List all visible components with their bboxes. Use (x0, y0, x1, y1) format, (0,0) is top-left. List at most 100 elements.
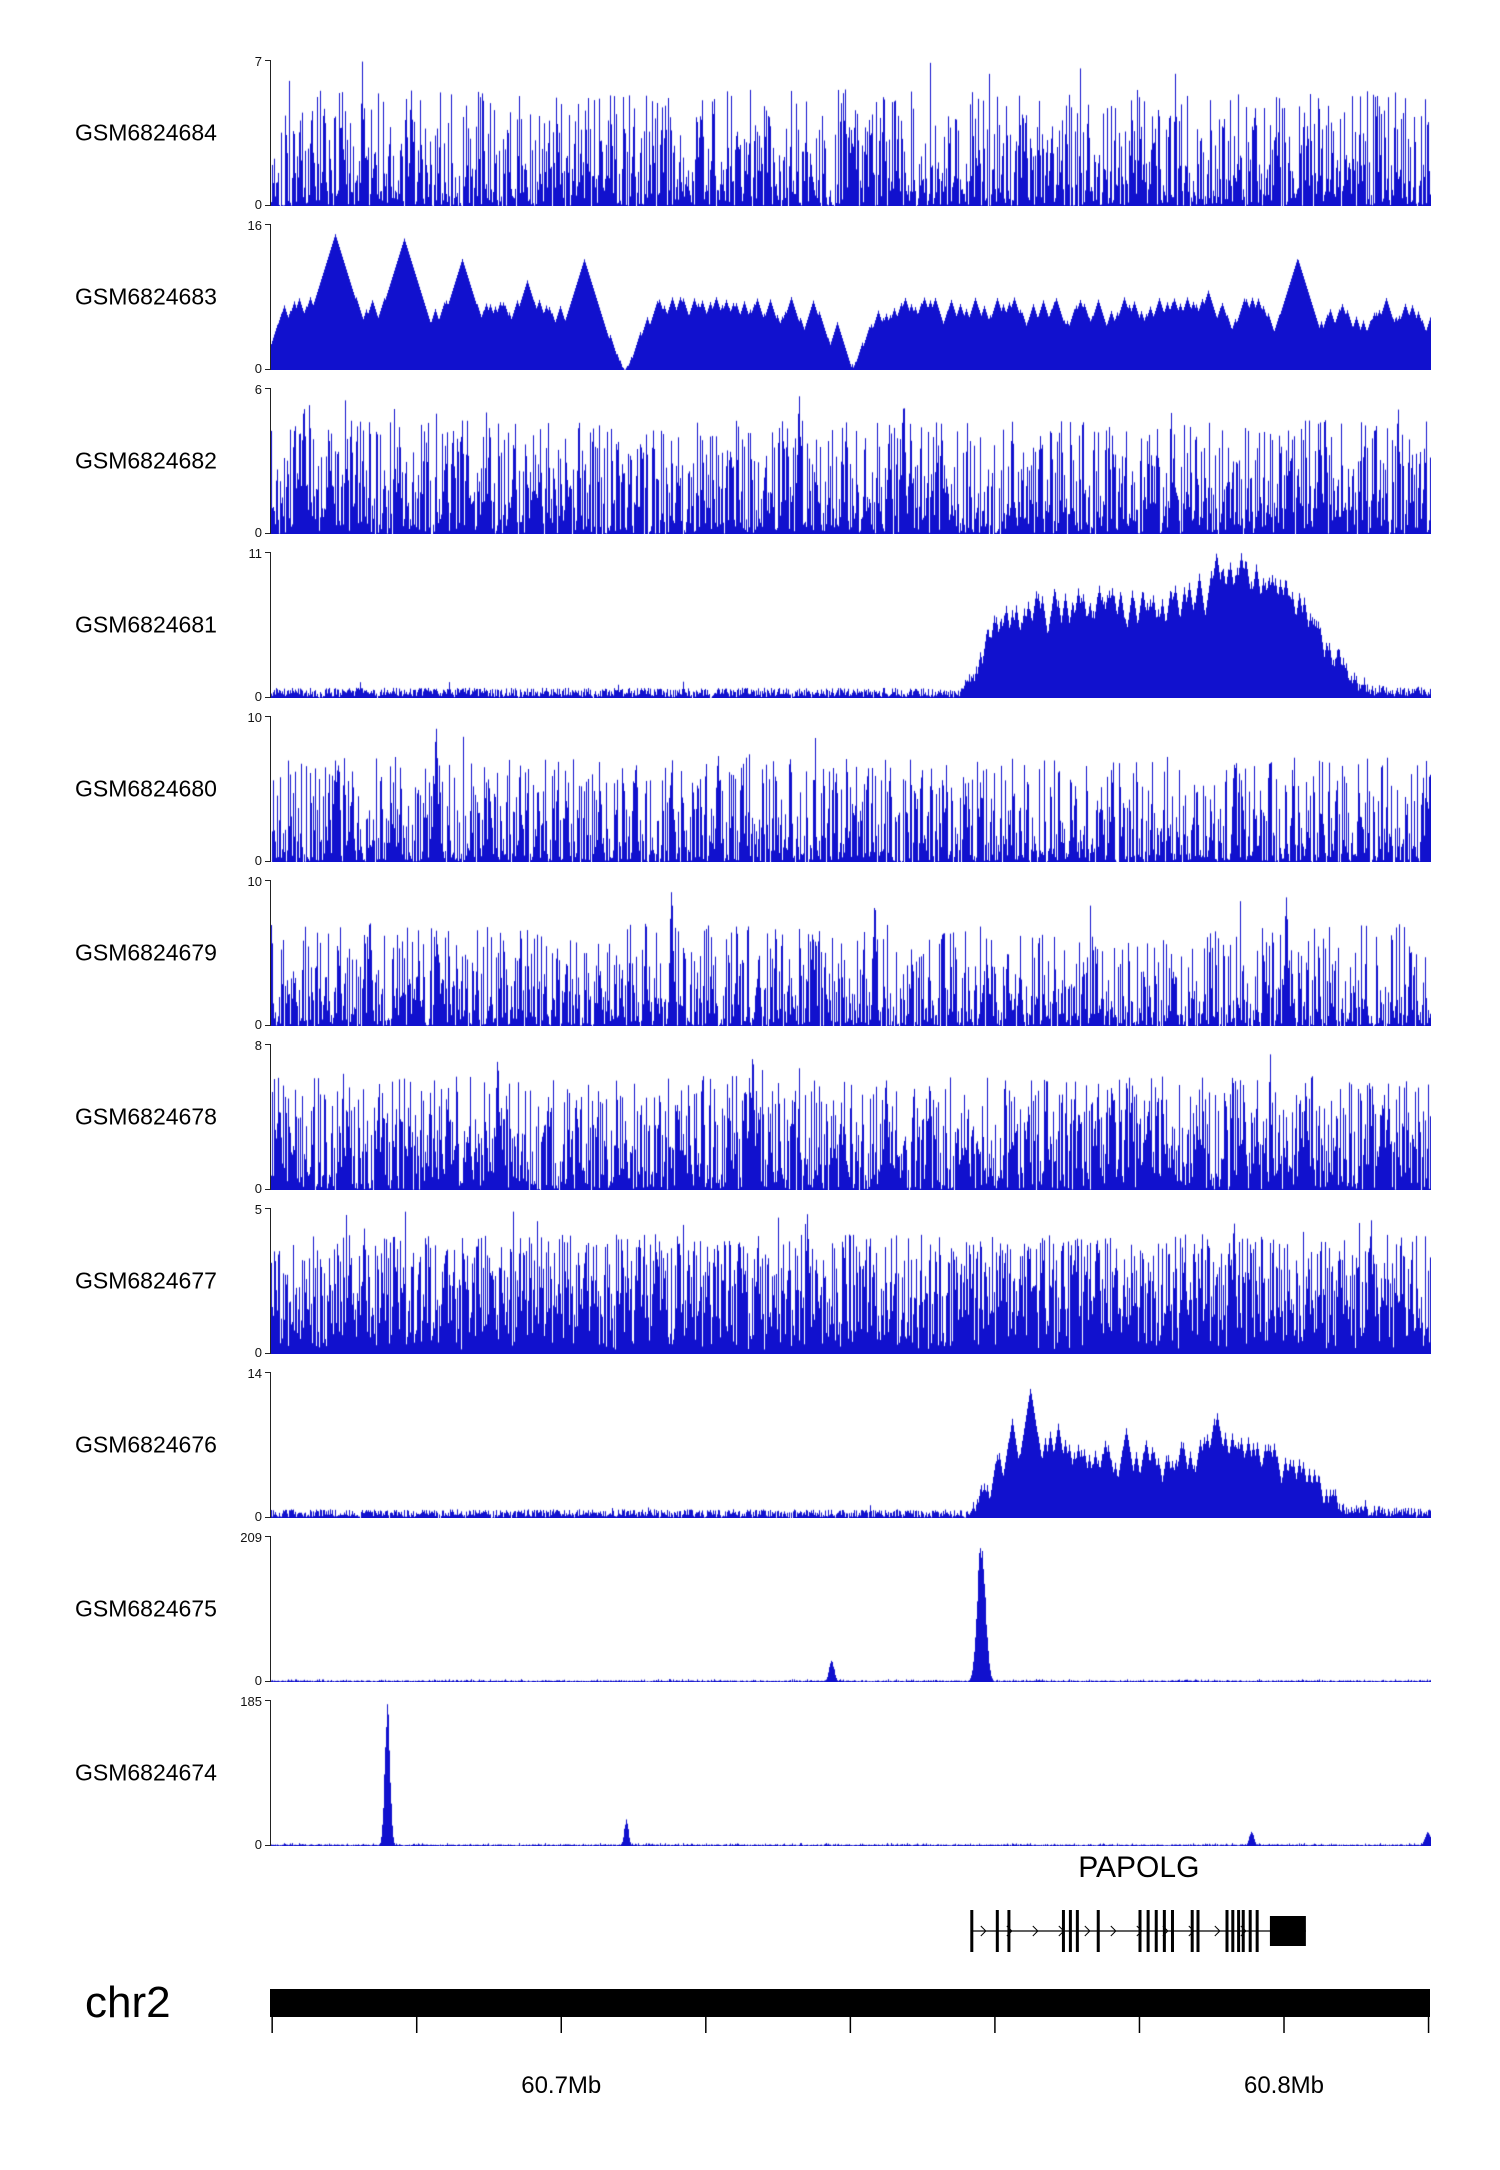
track-plot: 10 0 (248, 875, 1431, 1031)
track-plot: 10 0 (248, 711, 1431, 867)
yaxis-bottom-tick (265, 533, 271, 534)
coverage-signal (271, 60, 1431, 206)
track-label: GSM6824680 (75, 775, 217, 802)
track-row-GSM6824683: GSM6824683 16 0 (0, 219, 1500, 375)
yaxis-zero-label: 0 (254, 1509, 262, 1524)
yaxis-max-label: 8 (254, 1038, 262, 1053)
coverage-signal (271, 716, 1431, 862)
chromosome-bar (270, 1989, 1430, 2017)
track-label: GSM6824682 (75, 447, 217, 474)
yaxis-zero-label: 0 (254, 525, 262, 540)
yaxis-zero-label: 0 (254, 1673, 262, 1688)
yaxis-bottom-tick (265, 697, 271, 698)
yaxis-top-tick (265, 1044, 271, 1045)
yaxis-top-tick (265, 1536, 271, 1537)
yaxis-max-label: 7 (254, 54, 262, 69)
yaxis-zero-label: 0 (254, 361, 262, 376)
yaxis-zero-label: 0 (254, 197, 262, 212)
yaxis-zero-label: 0 (254, 1837, 262, 1852)
track-label: GSM6824683 (75, 283, 217, 310)
coverage-signal (271, 1044, 1431, 1190)
gene-name-label: PAPOLG (1078, 1851, 1199, 1884)
track-plot: 185 0 (240, 1695, 1431, 1851)
track-label: GSM6824674 (75, 1759, 217, 1786)
track-row-GSM6824684: GSM6824684 7 0 (0, 55, 1500, 211)
yaxis-max-label: 6 (254, 382, 262, 397)
yaxis-zero-label: 0 (254, 1017, 262, 1032)
coverage-signal (271, 388, 1431, 534)
yaxis-bottom-tick (265, 1681, 271, 1682)
yaxis-top-tick (265, 388, 271, 389)
strand-arrow-icon (1136, 1925, 1143, 1937)
track-label: GSM6824676 (75, 1431, 217, 1458)
strand-arrow-icon (980, 1925, 987, 1937)
coverage-signal (271, 224, 1431, 370)
yaxis-bottom-tick (265, 1025, 271, 1026)
genomic-axis: 60.7Mb 60.8Mb (270, 1989, 1430, 2099)
exon-tick (1241, 1910, 1245, 1952)
strand-arrow-icon (1188, 1925, 1195, 1937)
exon-tick (1138, 1910, 1142, 1952)
coverage-signal (271, 1536, 1431, 1682)
gene-model (970, 1910, 1306, 1952)
track-label: GSM6824684 (75, 119, 217, 146)
track-row-GSM6824680: GSM6824680 10 0 (0, 711, 1500, 867)
chromosome-label: chr2 (85, 1978, 171, 2027)
yaxis-top-tick (265, 880, 271, 881)
yaxis-max-label: 16 (247, 218, 262, 233)
yaxis-max-label: 10 (247, 874, 262, 889)
track-label: GSM6824675 (75, 1595, 217, 1622)
exon-tick (1154, 1910, 1158, 1952)
exon-tick (1146, 1910, 1150, 1952)
strand-arrow-icon (1110, 1925, 1117, 1937)
yaxis-bottom-tick (265, 369, 271, 370)
track-label: GSM6824679 (75, 939, 217, 966)
exon-tick (1007, 1910, 1011, 1952)
coverage-signal (271, 1700, 1431, 1846)
yaxis-zero-label: 0 (254, 1345, 262, 1360)
yaxis-bottom-tick (265, 861, 271, 862)
track-row-GSM6824675: GSM6824675 209 0 (0, 1531, 1500, 1687)
yaxis-top-tick (265, 1700, 271, 1701)
exon-tick (1248, 1910, 1252, 1952)
exon-tick (1068, 1910, 1072, 1952)
track-plot: 14 0 (248, 1367, 1431, 1523)
exon-tick (1075, 1910, 1079, 1952)
yaxis-bottom-tick (265, 205, 271, 206)
exon-tick (1170, 1910, 1174, 1952)
yaxis-bottom-tick (265, 1517, 271, 1518)
track-label: GSM6824677 (75, 1267, 217, 1294)
yaxis-top-tick (265, 60, 271, 61)
axis-ticks (271, 2017, 1430, 2033)
yaxis-zero-label: 0 (254, 853, 262, 868)
gene-annotation: PAPOLG (970, 1851, 1306, 1952)
track-plot: 209 0 (240, 1531, 1431, 1687)
track-label: GSM6824681 (75, 611, 217, 638)
yaxis-top-tick (265, 716, 271, 717)
exon-tick (995, 1910, 999, 1952)
yaxis-zero-label: 0 (254, 1181, 262, 1196)
yaxis-max-label: 185 (240, 1694, 262, 1709)
yaxis-max-label: 209 (240, 1530, 262, 1545)
track-row-GSM6824677: GSM6824677 5 0 (0, 1203, 1500, 1359)
exon-tick (970, 1910, 974, 1952)
coverage-signal (271, 1372, 1431, 1518)
track-row-GSM6824674: GSM6824674 185 0 (0, 1695, 1500, 1851)
axis-labels: 60.7Mb 60.8Mb (521, 2072, 1324, 2099)
axis-tick-label: 60.8Mb (1244, 2072, 1324, 2099)
coverage-signal (271, 552, 1431, 698)
track-label: GSM6824678 (75, 1103, 217, 1130)
exon-tick (1225, 1910, 1229, 1952)
track-row-GSM6824681: GSM6824681 11 0 (0, 547, 1500, 703)
yaxis-bottom-tick (265, 1845, 271, 1846)
thick-exon-box (1269, 1916, 1306, 1946)
track-plot: 11 0 (249, 547, 1431, 703)
coverage-signal (271, 880, 1431, 1026)
yaxis-top-tick (265, 224, 271, 225)
track-row-GSM6824678: GSM6824678 8 0 (0, 1039, 1500, 1195)
exon-tick (1237, 1910, 1241, 1952)
